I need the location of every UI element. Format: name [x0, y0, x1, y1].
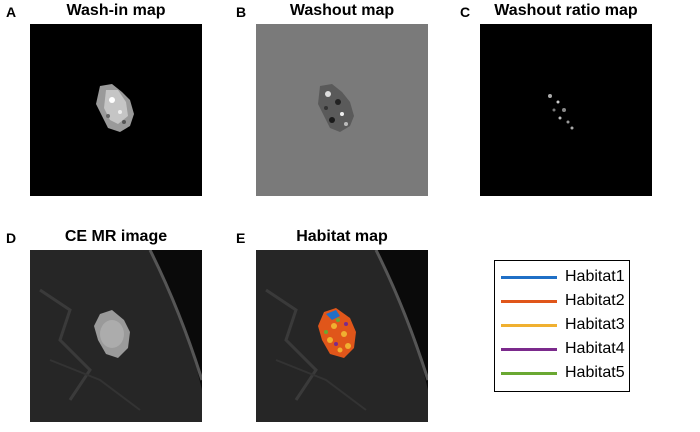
habitat-legend: Habitat1 Habitat2 Habitat3 Habitat4 Habi…: [494, 260, 630, 392]
legend-item-habitat2: Habitat2: [501, 291, 627, 311]
panel-a-title: Wash-in map: [66, 2, 166, 19]
legend-label: Habitat1: [565, 268, 625, 285]
legend-swatch: [501, 300, 557, 303]
ce-mr-image: [30, 250, 202, 422]
wash-in-map-image: [30, 24, 202, 196]
panel-c-title: Washout ratio map: [494, 2, 638, 19]
panel-a-letter: A: [6, 4, 17, 20]
panel-b-letter: B: [236, 4, 247, 20]
legend-label: Habitat5: [565, 364, 625, 381]
legend-swatch: [501, 348, 557, 351]
legend-swatch: [501, 372, 557, 375]
legend-swatch: [501, 276, 557, 279]
legend-label: Habitat2: [565, 292, 625, 309]
legend-swatch: [501, 324, 557, 327]
legend-item-habitat1: Habitat1: [501, 267, 627, 287]
legend-label: Habitat4: [565, 340, 625, 357]
legend-item-habitat5: Habitat5: [501, 363, 627, 383]
panel-d-letter: D: [6, 230, 17, 246]
legend-label: Habitat3: [565, 316, 625, 333]
legend-item-habitat3: Habitat3: [501, 315, 627, 335]
washout-map-image: [256, 24, 428, 196]
panel-e-letter: E: [236, 230, 246, 246]
panel-b-title: Washout map: [289, 2, 395, 19]
legend-item-habitat4: Habitat4: [501, 339, 627, 359]
habitat-map-image: [256, 250, 428, 422]
washout-ratio-map-image: [480, 24, 652, 196]
panel-e-title: Habitat map: [296, 228, 388, 245]
panel-c-letter: C: [460, 4, 471, 20]
panel-d-title: CE MR image: [64, 228, 168, 245]
